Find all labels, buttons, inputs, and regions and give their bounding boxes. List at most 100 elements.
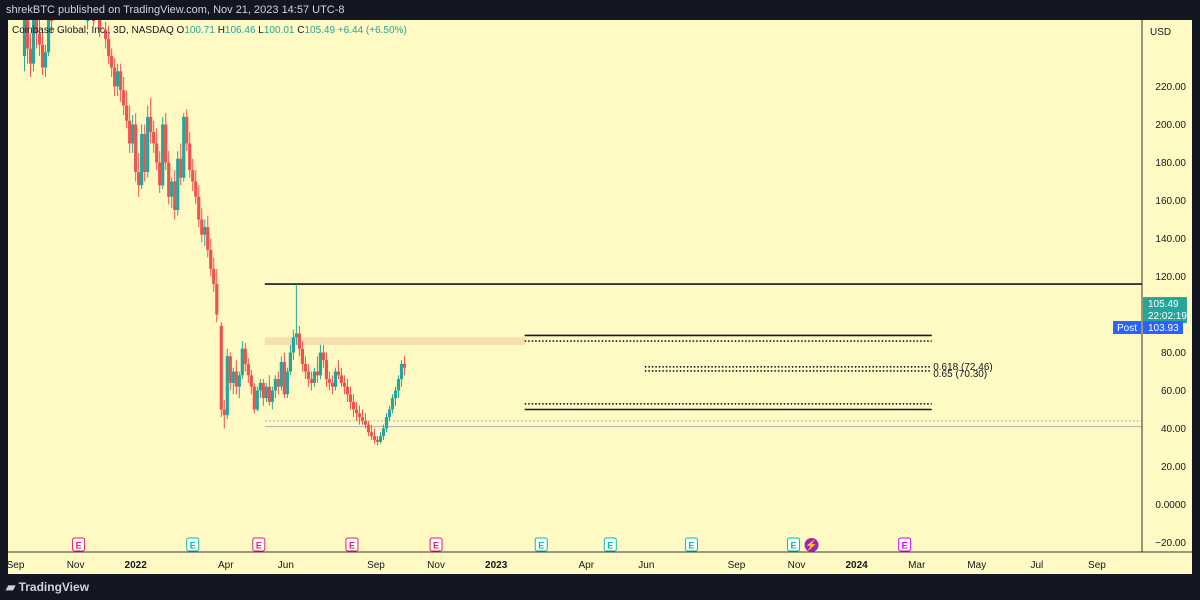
candle-body bbox=[393, 390, 398, 399]
price-tags: 105.49 22:02:19 Post 103.93 bbox=[1113, 297, 1187, 335]
candle-body bbox=[342, 382, 347, 387]
candle bbox=[360, 409, 365, 425]
candle bbox=[173, 170, 177, 220]
candle-body bbox=[303, 363, 307, 372]
candle-body bbox=[182, 116, 186, 178]
candle bbox=[366, 420, 371, 437]
earnings-icon bbox=[72, 537, 86, 552]
earnings-glyph: E bbox=[433, 541, 439, 551]
candle bbox=[375, 436, 380, 446]
candle-body bbox=[28, 48, 33, 64]
earnings-icon bbox=[186, 537, 200, 552]
x-tick-label: Nov bbox=[67, 560, 85, 571]
x-tick-label: Nov bbox=[788, 560, 806, 571]
close-label: C bbox=[297, 25, 305, 36]
earnings-icon bbox=[898, 537, 912, 552]
candle bbox=[339, 367, 344, 387]
earnings-markers[interactable]: E E E E E E E E E ⚡ E bbox=[72, 537, 912, 552]
candle-body bbox=[255, 390, 259, 410]
candle-body bbox=[170, 181, 174, 197]
earnings-glyph: E bbox=[349, 541, 355, 551]
y-tick-label: 60.00 bbox=[1161, 386, 1186, 397]
candle bbox=[149, 97, 153, 144]
candle bbox=[37, 20, 42, 57]
post-tag bbox=[1113, 321, 1141, 335]
candle-body bbox=[98, 20, 102, 30]
candle-body bbox=[143, 134, 147, 172]
level-lines bbox=[264, 283, 1142, 428]
candle-body bbox=[228, 356, 232, 383]
open-value: 100.71 bbox=[184, 25, 215, 36]
candle-body bbox=[110, 56, 114, 68]
candle-body bbox=[185, 116, 189, 144]
candle bbox=[209, 238, 213, 277]
candle bbox=[110, 48, 114, 77]
candle bbox=[188, 132, 192, 178]
x-tick-label: Mar bbox=[908, 560, 926, 571]
candle-body bbox=[200, 219, 204, 235]
candle-body bbox=[297, 333, 301, 349]
candle bbox=[164, 113, 168, 171]
candle-body bbox=[231, 371, 235, 383]
candle-body bbox=[176, 158, 180, 210]
candle bbox=[140, 124, 144, 190]
candle-body bbox=[267, 386, 271, 402]
candle bbox=[297, 325, 301, 357]
candle-body bbox=[49, 20, 54, 21]
candle bbox=[167, 151, 171, 205]
candle-body bbox=[140, 134, 144, 186]
candle-body bbox=[339, 375, 344, 383]
earnings-icon bbox=[534, 537, 548, 552]
candle-body bbox=[375, 439, 380, 442]
earnings-icon bbox=[345, 537, 359, 552]
post-price-tag bbox=[1143, 321, 1183, 335]
candle bbox=[158, 151, 162, 193]
candle-body bbox=[131, 124, 135, 144]
candle bbox=[155, 128, 159, 171]
candle-body bbox=[134, 124, 138, 172]
candle bbox=[276, 371, 280, 395]
last-price-value: 105.49 bbox=[1148, 299, 1179, 310]
candle bbox=[393, 386, 398, 406]
candle-body bbox=[146, 116, 150, 172]
y-tick-label: 160.00 bbox=[1155, 196, 1186, 207]
x-tick-label: Apr bbox=[218, 560, 234, 571]
candle-body bbox=[25, 20, 30, 49]
candle-body bbox=[354, 409, 359, 414]
candle-body bbox=[249, 375, 253, 387]
earnings-icon bbox=[787, 537, 801, 552]
candle bbox=[390, 394, 395, 414]
candle bbox=[152, 120, 156, 153]
y-tick-label: 220.00 bbox=[1155, 82, 1186, 93]
y-tick-label: 200.00 bbox=[1155, 120, 1186, 131]
candle bbox=[270, 386, 274, 410]
candle bbox=[285, 367, 289, 399]
tradingview-logo[interactable]: ▰ TradingView bbox=[0, 580, 89, 594]
candle bbox=[25, 20, 30, 64]
candle-body bbox=[327, 379, 332, 383]
candle-body bbox=[215, 284, 219, 315]
candle bbox=[327, 371, 332, 391]
last-price-tag bbox=[1143, 297, 1187, 324]
x-tick-label: Nov bbox=[427, 560, 445, 571]
x-tick-label: 2022 bbox=[125, 560, 148, 571]
candle-body bbox=[276, 379, 280, 387]
candles bbox=[22, 20, 407, 446]
x-tick-label: Jul bbox=[1030, 560, 1043, 571]
candle bbox=[22, 20, 27, 72]
high-value: 106.46 bbox=[224, 25, 256, 36]
candle bbox=[273, 375, 277, 399]
y-tick-label: −20.00 bbox=[1155, 538, 1186, 549]
chart-frame[interactable] bbox=[8, 20, 1192, 574]
candle bbox=[28, 33, 33, 77]
candle bbox=[309, 371, 314, 391]
candle-body bbox=[348, 394, 353, 402]
candle-body bbox=[104, 29, 108, 39]
x-tick-label: Jun bbox=[638, 560, 654, 571]
candle-body bbox=[188, 143, 192, 171]
candle bbox=[258, 379, 262, 399]
x-ticks: Sep Nov 2022 Apr Jun Sep Nov 2023 Apr Jun Sep Nov 20… bbox=[7, 560, 1107, 571]
candle-body bbox=[137, 172, 141, 186]
footer-bar: ▰ TradingView bbox=[0, 574, 1200, 600]
